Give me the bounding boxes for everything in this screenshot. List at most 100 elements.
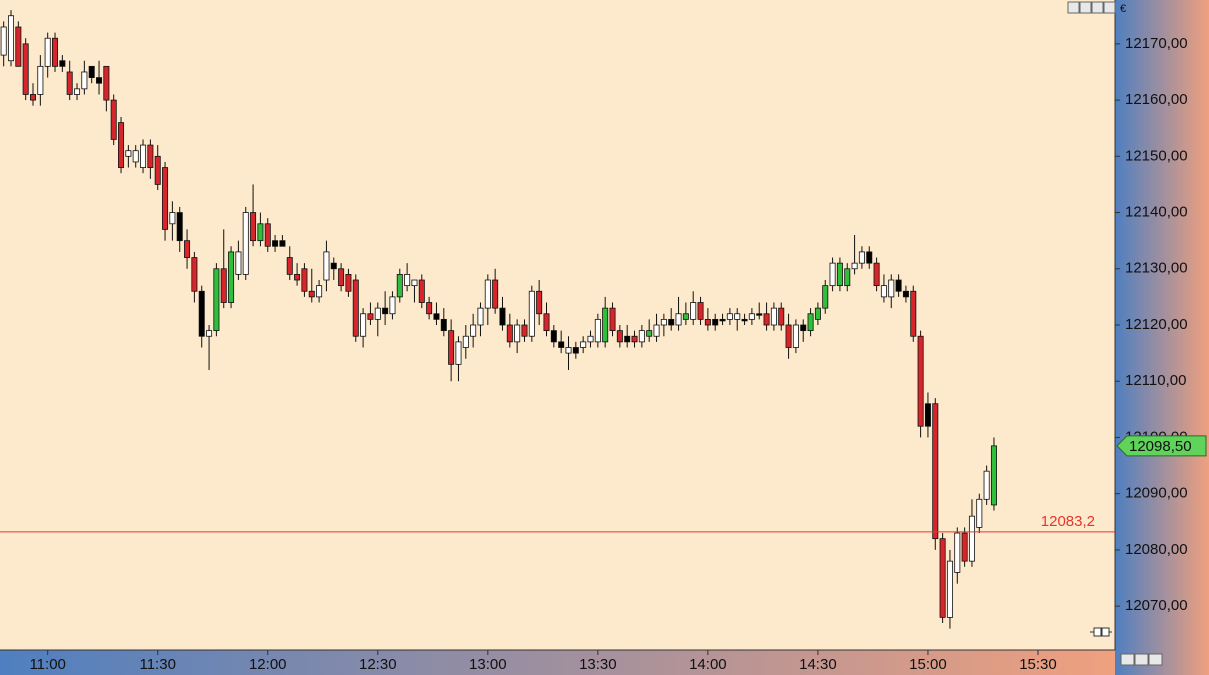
button[interactable] [1079,1,1092,14]
candle-body [976,498,983,528]
candle-body [594,318,601,343]
candle-body [587,335,594,343]
candle-body [455,341,462,365]
candle-body [866,251,873,264]
candle-body [66,71,73,95]
candle-body [858,251,865,264]
candle-body [250,212,257,242]
candle-body [726,313,733,320]
candle-body [704,318,711,326]
candle-body [565,347,572,354]
candle-body [272,240,279,247]
button[interactable] [1091,1,1104,14]
candle-body [932,403,939,540]
candle-body [198,290,205,337]
x-tick-label: 12:00 [249,656,287,673]
candle-body [719,318,726,322]
candle-body [660,318,667,326]
candle-body [499,307,506,326]
candle-body [572,347,579,354]
y-tick-label: 12120,00 [1125,316,1188,333]
candle-body [404,273,411,287]
candle-body [235,251,242,275]
candle-body [213,268,220,332]
candle-body [550,330,557,343]
candle-body [88,65,95,78]
candle-body [624,335,631,343]
candle-body [418,279,425,303]
scroll-buttons[interactable] [1120,653,1163,666]
candle-body [228,251,235,303]
candle-body [15,26,22,67]
candle-body [506,324,513,343]
window-buttons[interactable] [1067,1,1116,14]
candle-body [888,279,895,298]
candle-body [924,403,931,427]
candle-body [345,273,352,292]
candle-body [257,223,264,242]
candle-body [675,313,682,326]
candle-body [8,15,15,62]
candle-body [690,302,697,320]
button[interactable] [1134,653,1149,666]
candle-body [301,268,308,292]
candle-body [147,144,154,168]
candle-body [528,290,535,337]
x-tick-label: 11:00 [29,656,65,673]
candle-body [81,71,88,90]
x-tick-label: 13:00 [469,656,507,673]
candle-body [851,262,858,270]
candle-body [360,313,367,337]
button[interactable] [1103,1,1116,14]
candle-body [807,313,814,332]
candle-body [492,279,499,309]
last-price-label: 12098,50 [1129,438,1192,455]
last-price-box [1116,435,1207,457]
candle-body [836,262,843,287]
candle-body [638,330,645,343]
candle-body [844,268,851,287]
candle-body [448,330,455,365]
candle-body [294,273,301,281]
price-axis [1115,0,1209,675]
candle-body [814,307,821,320]
button[interactable] [1067,1,1080,14]
candle-body [389,296,396,315]
candle-body [184,240,191,258]
candle-body [961,532,968,562]
handle[interactable] [1101,627,1110,637]
candle-body [352,279,359,337]
candle-body [668,318,675,326]
button[interactable] [1120,653,1135,666]
candle-body [521,324,528,337]
candle-body [264,223,271,247]
candle-body [712,318,719,326]
y-tick-label: 12070,00 [1125,597,1188,614]
candle-body [514,324,521,343]
handle[interactable] [1093,627,1102,637]
candle-body [778,307,785,326]
candle-body [543,313,550,332]
candle-body [118,122,125,168]
candle-body [279,240,286,247]
candle-body [536,290,543,315]
candle-body [37,65,44,95]
candle-body [316,285,323,298]
candle-body [374,307,381,320]
y-tick-label: 12160,00 [1125,91,1188,108]
candle-body [792,324,799,348]
candle-body [396,273,403,298]
candle-body [426,302,433,315]
reference-label: 12083,2 [1041,513,1095,530]
y-tick-label: 12150,00 [1125,147,1188,164]
plot-background [0,0,1115,650]
candle-body [829,262,836,287]
candle-body [308,290,315,298]
zoom-handle[interactable] [1090,627,1112,637]
candle-body [682,313,689,320]
y-tick-label: 12140,00 [1125,204,1188,221]
button[interactable] [1148,653,1163,666]
candle-body [330,262,337,270]
candle-body [653,324,660,337]
